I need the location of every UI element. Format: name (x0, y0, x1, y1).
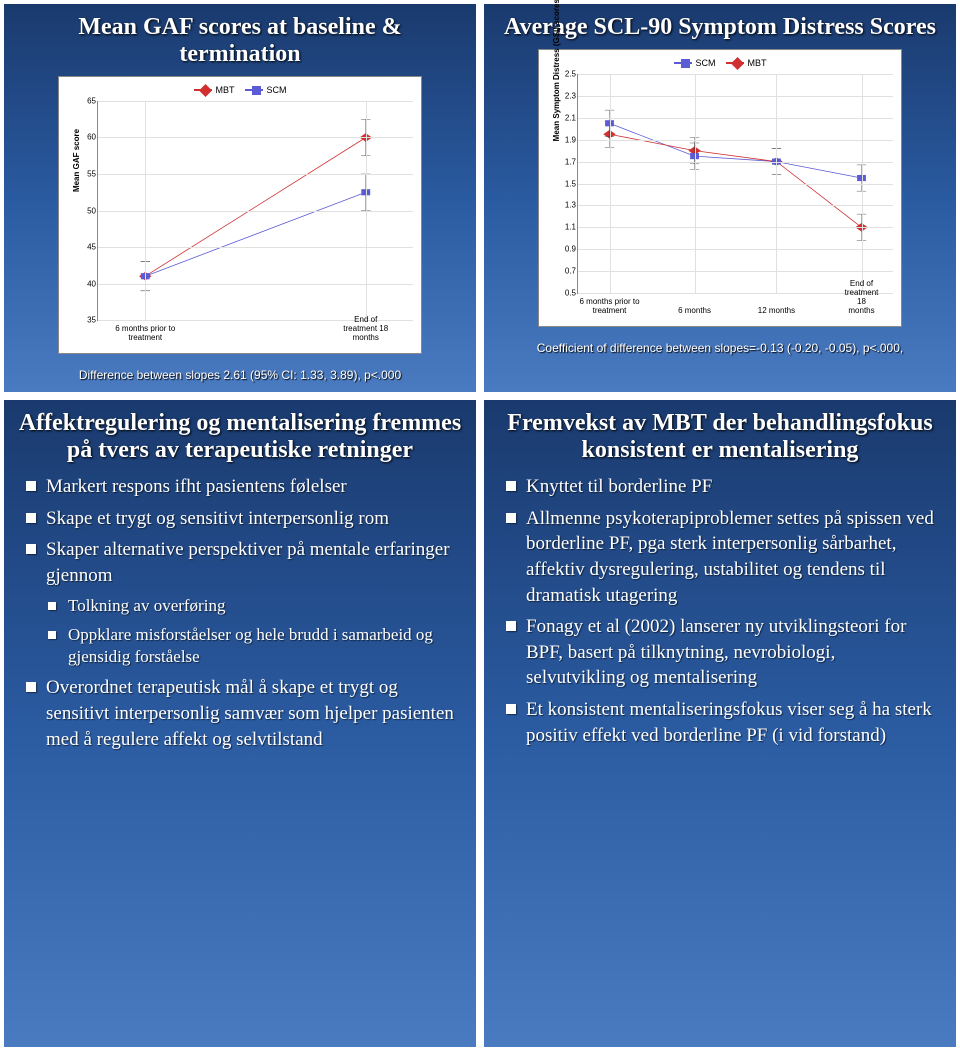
chart1-caption: Difference between slopes 2.61 (95% CI: … (18, 368, 462, 382)
bullet-item: Markert respons ifht pasientens følelser (24, 474, 456, 500)
ytick-label: 2.1 (558, 113, 576, 122)
panel2-title: Average SCL-90 Symptom Distress Scores (498, 14, 942, 41)
ytick-label: 40 (78, 279, 96, 288)
chart1-plot: Mean GAF score 354045505560656 months pr… (97, 101, 413, 321)
bullet-item: Skape et trygt og sensitivt interpersonl… (24, 506, 456, 532)
bullet-item: Fonagy et al (2002) lanserer ny utviklin… (504, 614, 936, 691)
chart2-legend: SCM MBT (547, 58, 893, 68)
chart1-legend: MBT SCM (67, 85, 413, 95)
xtick-label: 12 months (758, 306, 795, 315)
ytick-label: 0.9 (558, 245, 576, 254)
bullet-item: Tolkning av overføring (46, 595, 456, 618)
ytick-label: 65 (78, 97, 96, 106)
bullet-item: Et konsistent mentaliseringsfokus viser … (504, 697, 936, 748)
xtick-label: End of treatment 18 months (845, 279, 879, 315)
ytick-label: 2.5 (558, 70, 576, 79)
panel-gaf: Mean GAF scores at baseline & terminatio… (4, 4, 476, 392)
panel3-title: Affektregulering og mentalisering fremme… (18, 410, 462, 464)
panel1-title: Mean GAF scores at baseline & terminatio… (18, 14, 462, 68)
xtick-label: 6 months (678, 306, 711, 315)
ytick-label: 2.3 (558, 91, 576, 100)
legend-item: SCM (245, 85, 287, 95)
panel3-bullets: Markert respons ifht pasientens følelser… (18, 474, 462, 752)
panel4-bullets: Knyttet til borderline PF Allmenne psykot… (498, 474, 942, 748)
ytick-label: 55 (78, 169, 96, 178)
ytick-label: 1.7 (558, 157, 576, 166)
bullet-item: Skaper alternative perspektiver på menta… (24, 537, 456, 588)
ytick-label: 1.3 (558, 201, 576, 210)
xtick-label: 6 months prior to treatment (565, 297, 655, 315)
ytick-label: 50 (78, 206, 96, 215)
bullet-item: Knyttet til borderline PF (504, 474, 936, 500)
chart1: MBT SCM Mean GAF score 354045505560656 mo… (58, 76, 422, 354)
bullet-item: Oppklare misforståelser og hele brudd i … (46, 624, 456, 670)
ytick-label: 35 (78, 316, 96, 325)
ytick-label: 0.7 (558, 267, 576, 276)
ytick-label: 1.5 (558, 179, 576, 188)
ytick-label: 1.1 (558, 223, 576, 232)
legend-item: MBT (726, 58, 767, 68)
panel-scl: Average SCL-90 Symptom Distress Scores S… (484, 4, 956, 392)
chart2-plot: Mean Symptom Distress (GSI) scores 0.50.… (577, 74, 893, 294)
chart2-caption: Coefficient of difference between slopes… (498, 341, 942, 355)
panel-affekt: Affektregulering og mentalisering fremme… (4, 400, 476, 1047)
ytick-label: 1.9 (558, 135, 576, 144)
legend-item: MBT (194, 85, 235, 95)
bullet-item: Allmenne psykoterapiproblemer settes på … (504, 506, 936, 609)
panel4-title: Fremvekst av MBT der behandlingsfokus ko… (498, 410, 942, 464)
chart2: SCM MBT Mean Symptom Distress (GSI) score… (538, 49, 902, 327)
bullet-item: Overordnet terapeutisk mål å skape et tr… (24, 675, 456, 752)
xtick-label: 6 months prior to treatment (100, 324, 190, 342)
panel-fremvekst: Fremvekst av MBT der behandlingsfokus ko… (484, 400, 956, 1047)
legend-item: SCM (674, 58, 716, 68)
ytick-label: 45 (78, 242, 96, 251)
xtick-label: End of treatment 18 months (342, 315, 389, 342)
ytick-label: 60 (78, 133, 96, 142)
